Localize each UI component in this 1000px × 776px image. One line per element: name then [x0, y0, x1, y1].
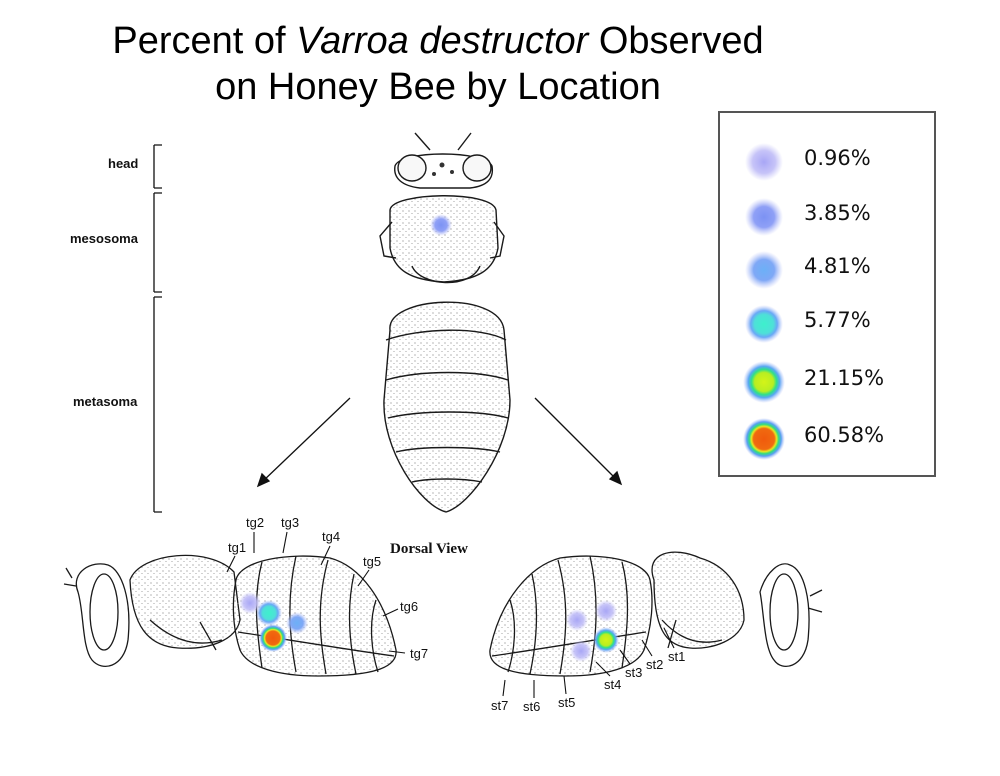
tergite-label-tg5: tg5: [363, 554, 381, 569]
region-brackets: [153, 144, 162, 513]
legend-swatch-icon: [745, 143, 783, 181]
figure-title: Percent of Varroa destructor Observed on…: [0, 18, 876, 110]
legend-label: 0.96%: [804, 146, 871, 170]
sternite-label-st4: st4: [604, 677, 621, 692]
spot-right-st4: [570, 640, 592, 662]
sternite-label-st6: st6: [523, 699, 540, 714]
tergite-label-tg2: tg2: [246, 515, 264, 530]
title-suffix: Observed: [588, 20, 764, 62]
legend-label: 3.85%: [804, 201, 871, 225]
spot-right-st3: [593, 627, 619, 653]
eye-left: [397, 154, 427, 182]
legend-row: 0.96%: [720, 134, 934, 188]
sternite-label-st5: st5: [558, 695, 575, 710]
legend-row: 5.77%: [720, 296, 934, 350]
metasoma-bracket: [153, 296, 162, 513]
left-thorax: [129, 554, 241, 649]
view-arrows: [256, 397, 623, 488]
legend-swatch-icon: [745, 251, 783, 289]
spot-left-tg-main: [259, 624, 287, 652]
right-thorax: [651, 551, 745, 649]
head-bracket: [153, 144, 162, 189]
spot-left-tg1: [239, 592, 261, 614]
left-lateral-bee: [63, 554, 397, 677]
tergite-arrows: [226, 531, 406, 654]
spot-right-st-b: [595, 600, 617, 622]
region-label-mesosoma: mesosoma: [70, 231, 139, 246]
legend-label: 21.15%: [804, 366, 885, 390]
legend-box: 0.96% 3.85% 4.81% 5.77% 21.15% 60.58%: [718, 111, 936, 477]
tergite-label-tg4: tg4: [322, 529, 340, 544]
legend-row: 21.15%: [720, 354, 934, 408]
dorsal-view-label: Dorsal View: [390, 541, 468, 557]
legend-row: 60.58%: [720, 411, 934, 465]
spot-left-tg3: [286, 612, 308, 634]
spot-right-st-a: [566, 609, 588, 631]
legend-swatch-icon: [745, 198, 783, 236]
region-label-metasoma: metasoma: [73, 394, 138, 409]
tergite-label-tg1: tg1: [228, 540, 246, 555]
propodeum: [411, 265, 481, 284]
region-label-head: head: [108, 156, 138, 171]
title-line2: on Honey Bee by Location: [215, 66, 661, 108]
antenna-right: [457, 132, 472, 151]
mesosoma-bracket: [153, 192, 162, 293]
dorsal-bee: [379, 132, 511, 513]
sternite-label-st1: st1: [668, 649, 685, 664]
title-species: Varroa destructor: [296, 20, 589, 62]
sternite-label-st3: st3: [625, 665, 642, 680]
legend-label: 4.81%: [804, 254, 871, 278]
title-prefix: Percent of: [112, 20, 297, 62]
sternite-arrows: [502, 627, 675, 698]
tergite-label-tg7: tg7: [410, 646, 428, 661]
antenna-left: [414, 132, 431, 151]
legend-label: 5.77%: [804, 308, 871, 332]
sternite-label-st2: st2: [646, 657, 663, 672]
tergite-label-tg6: tg6: [400, 599, 418, 614]
sternite-label-st7: st7: [491, 698, 508, 713]
abdomen-shape: [383, 301, 511, 513]
legend-swatch-icon: [743, 418, 785, 460]
tergite-label-tg3: tg3: [281, 515, 299, 530]
eye-right: [462, 154, 492, 182]
legend-row: 3.85%: [720, 189, 934, 243]
legend-row: 4.81%: [720, 242, 934, 296]
spot-left-tg2: [256, 600, 282, 626]
legend-label: 60.58%: [804, 423, 885, 447]
legend-swatch-icon: [745, 305, 783, 343]
spot-mesosoma: [430, 214, 452, 236]
legend-swatch-icon: [743, 361, 785, 403]
thorax-shape: [389, 195, 499, 283]
